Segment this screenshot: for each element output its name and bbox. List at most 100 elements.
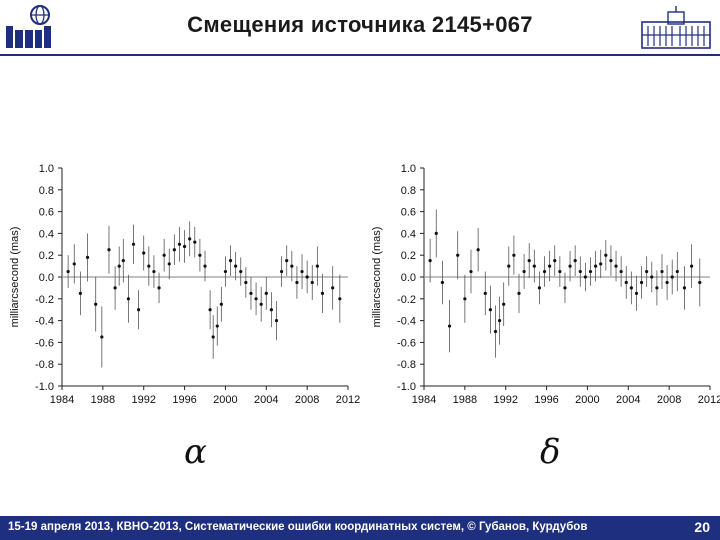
data-point bbox=[239, 269, 243, 274]
x-tick-label: 1996 bbox=[534, 394, 558, 406]
data-point bbox=[147, 264, 151, 268]
data-point bbox=[512, 253, 516, 257]
x-tick-label: 2004 bbox=[616, 394, 640, 406]
data-point bbox=[142, 251, 146, 255]
data-point bbox=[280, 269, 284, 274]
data-point bbox=[78, 291, 82, 295]
y-tick-label: 0.2 bbox=[401, 250, 416, 262]
data-point bbox=[532, 264, 536, 268]
y-tick-label: -1.0 bbox=[397, 381, 416, 393]
data-point bbox=[300, 269, 304, 274]
data-point bbox=[629, 286, 633, 290]
y-tick-label: -0.2 bbox=[35, 294, 54, 306]
data-point bbox=[331, 286, 335, 290]
data-point bbox=[476, 248, 480, 252]
data-point bbox=[578, 269, 582, 274]
building-logo-icon bbox=[641, 6, 711, 49]
y-tick-label: -1.0 bbox=[35, 381, 54, 393]
data-point bbox=[594, 264, 598, 268]
data-point bbox=[614, 264, 618, 268]
data-point bbox=[624, 280, 628, 285]
alpha-offset-chart: 1.00.80.60.40.20.0-0.2-0.4-0.6-0.8-1.019… bbox=[9, 163, 360, 406]
data-point bbox=[548, 264, 552, 268]
data-point bbox=[502, 302, 506, 306]
data-point bbox=[198, 253, 202, 257]
x-tick-label: 1988 bbox=[91, 394, 115, 406]
data-point bbox=[107, 248, 111, 252]
data-point bbox=[264, 291, 268, 295]
data-point bbox=[507, 264, 511, 268]
data-point bbox=[234, 264, 238, 268]
data-point bbox=[558, 269, 562, 274]
data-point bbox=[639, 280, 644, 285]
y-tick-label: -0.6 bbox=[35, 337, 54, 349]
data-point bbox=[290, 264, 294, 268]
x-tick-label: 1996 bbox=[172, 394, 196, 406]
data-point bbox=[517, 291, 521, 295]
footer-citation: 15-19 апреля 2013, КВНО-2013, Систематич… bbox=[8, 521, 588, 533]
slide-title: Смещения источника 2145+067 bbox=[187, 12, 533, 37]
delta-symbol: δ bbox=[540, 432, 561, 472]
data-point bbox=[320, 291, 325, 295]
data-point bbox=[665, 280, 669, 285]
data-point bbox=[434, 231, 438, 235]
data-point bbox=[599, 262, 603, 266]
data-point bbox=[117, 264, 121, 268]
data-point bbox=[285, 259, 289, 263]
y-tick-label: 0.4 bbox=[39, 228, 54, 240]
y-tick-label: 0.8 bbox=[39, 185, 54, 197]
data-point bbox=[568, 264, 572, 268]
data-point bbox=[527, 259, 531, 263]
data-point bbox=[488, 308, 492, 312]
data-point bbox=[573, 259, 577, 263]
data-point bbox=[208, 308, 212, 312]
data-point bbox=[228, 259, 233, 263]
y-tick-label: -0.4 bbox=[397, 316, 416, 328]
y-tick-label: -0.8 bbox=[397, 359, 416, 371]
data-point bbox=[152, 269, 156, 274]
data-point bbox=[259, 302, 263, 306]
x-tick-label: 1992 bbox=[131, 394, 155, 406]
slide-header: Смещения источника 2145+067 bbox=[0, 0, 720, 56]
y-tick-label: 0.8 bbox=[401, 185, 416, 197]
data-point bbox=[447, 324, 452, 328]
y-axis-label: milliarcsecond (mas) bbox=[371, 227, 383, 328]
y-tick-label: 0.6 bbox=[39, 207, 54, 219]
data-point bbox=[537, 286, 542, 290]
data-point bbox=[469, 269, 473, 274]
data-point bbox=[66, 269, 70, 274]
data-point bbox=[188, 237, 192, 241]
data-point bbox=[563, 286, 567, 290]
data-point bbox=[172, 248, 176, 252]
data-point bbox=[604, 253, 608, 257]
data-point bbox=[85, 255, 90, 259]
data-point bbox=[634, 291, 639, 295]
data-point bbox=[177, 242, 182, 246]
data-point bbox=[660, 269, 664, 274]
data-point bbox=[645, 269, 649, 274]
x-tick-label: 2012 bbox=[336, 394, 360, 406]
data-point bbox=[249, 291, 253, 295]
data-point bbox=[619, 269, 623, 274]
x-tick-label: 1992 bbox=[493, 394, 517, 406]
delta-offset-chart: 1.00.80.60.40.20.0-0.2-0.4-0.6-0.8-1.019… bbox=[371, 163, 720, 406]
data-point bbox=[497, 319, 502, 323]
y-tick-label: 0.6 bbox=[401, 207, 416, 219]
data-point bbox=[223, 269, 228, 274]
y-axis-label: milliarcsecond (mas) bbox=[9, 227, 21, 328]
data-point bbox=[493, 329, 498, 334]
data-point bbox=[440, 280, 444, 285]
data-point bbox=[254, 297, 258, 301]
data-point bbox=[295, 280, 299, 285]
data-point bbox=[100, 335, 104, 339]
data-point bbox=[126, 297, 130, 301]
y-tick-label: -0.4 bbox=[35, 316, 54, 328]
y-tick-label: 1.0 bbox=[39, 163, 54, 175]
data-point bbox=[162, 253, 166, 257]
data-point bbox=[522, 269, 526, 274]
y-tick-label: 1.0 bbox=[401, 163, 416, 175]
x-tick-label: 2008 bbox=[657, 394, 681, 406]
x-tick-label: 2000 bbox=[575, 394, 599, 406]
data-point bbox=[167, 262, 171, 266]
alpha-symbol: α bbox=[184, 432, 207, 472]
